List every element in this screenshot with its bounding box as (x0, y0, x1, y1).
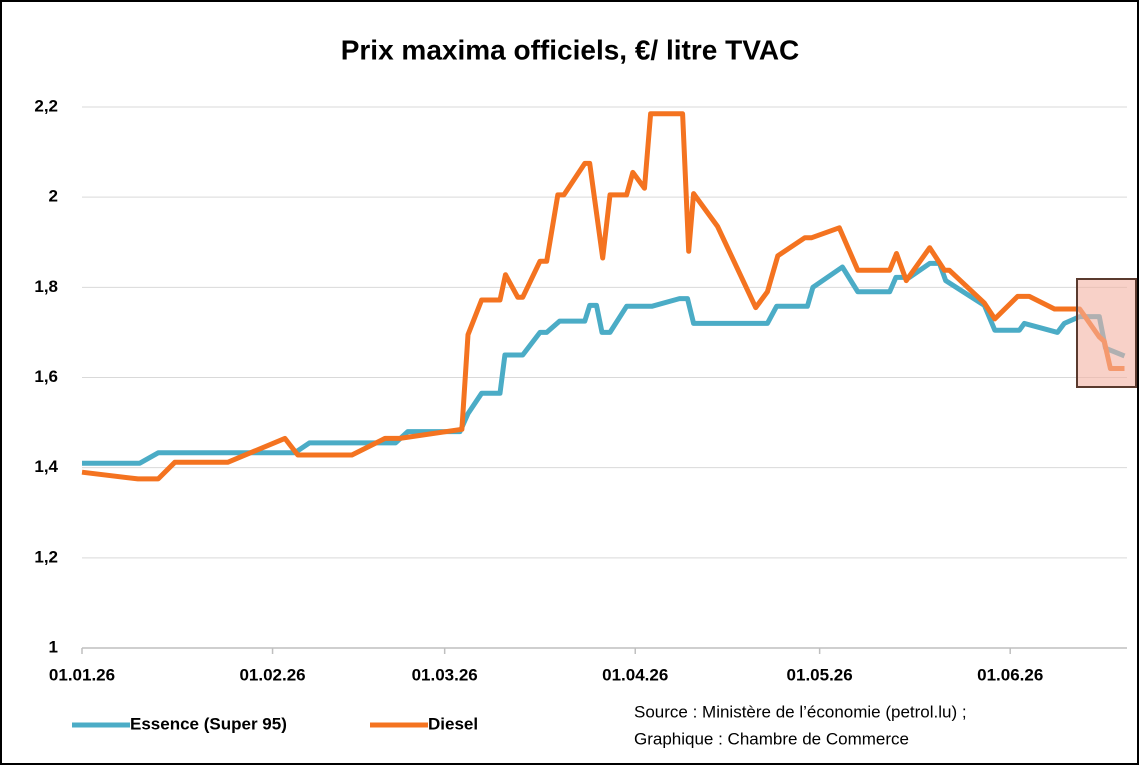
x-tick-label: 01.04.26 (602, 665, 668, 684)
legend-label: Diesel (428, 714, 478, 733)
y-tick-label: 1,2 (34, 547, 58, 566)
x-tick-label: 01.02.26 (239, 665, 305, 684)
source-note: Source : Ministère de l’économie (petrol… (634, 702, 967, 721)
chart-title: Prix maxima officiels, €/ litre TVAC (341, 34, 800, 65)
legend-label: Essence (Super 95) (130, 714, 287, 733)
y-tick-label: 1,4 (34, 457, 58, 476)
x-tick-label: 01.03.26 (412, 665, 478, 684)
series-line (82, 260, 1126, 466)
x-tick-label: 01.06.26 (977, 665, 1043, 684)
series-line (81, 111, 1125, 482)
y-tick-label: 2 (49, 187, 58, 206)
source-note: Graphique : Chambre de Commerce (634, 729, 909, 748)
lines (81, 111, 1126, 482)
x-tick-label: 01.01.26 (49, 665, 115, 684)
x-tick-label: 01.05.26 (787, 665, 853, 684)
y-tick-label: 2,2 (34, 96, 58, 115)
highlight-box (1076, 278, 1137, 388)
y-tick-label: 1 (49, 637, 58, 656)
y-tick-label: 1,8 (34, 277, 58, 296)
grid (81, 106, 1127, 654)
y-tick-label: 1,6 (34, 367, 58, 386)
